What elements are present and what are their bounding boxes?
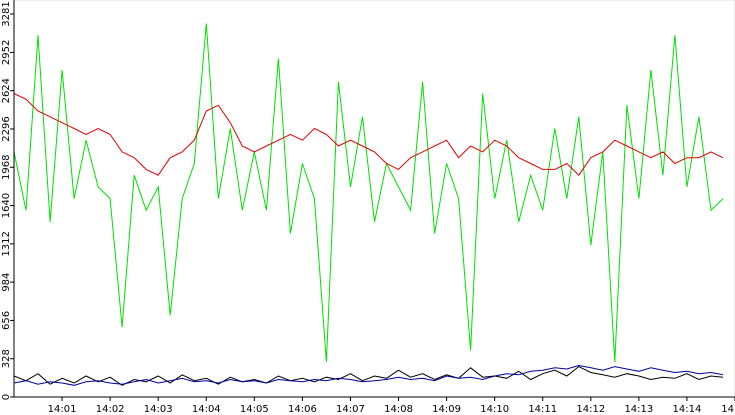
y-tick-label: 328 — [1, 349, 12, 368]
x-tick-label: 14:11 — [528, 404, 557, 415]
series-line — [13, 23, 724, 363]
x-tick-label: 14 — [721, 404, 734, 415]
x-tick-label: 14:14 — [673, 404, 702, 415]
y-tick-label: 3281 — [1, 1, 12, 26]
y-tick-label: 656 — [1, 311, 12, 330]
y-tick-label: 1968 — [1, 155, 12, 180]
x-tick-label: 14:05 — [240, 404, 269, 415]
y-tick-label: 2952 — [1, 40, 12, 65]
x-tick-label: 14:07 — [336, 404, 365, 415]
x-tick-label: 14:09 — [432, 404, 461, 415]
x-tick-label: 14:13 — [624, 404, 653, 415]
x-tick-label: 14:12 — [576, 404, 605, 415]
x-tick-label: 14:01 — [48, 404, 77, 415]
y-tick-label: 984 — [1, 273, 12, 292]
y-tick-label: 2296 — [1, 116, 12, 141]
x-tick-label: 14:10 — [480, 404, 509, 415]
series-line — [13, 366, 724, 386]
x-tick-label: 14:06 — [288, 404, 317, 415]
plot-area — [13, 0, 735, 398]
y-tick-label: 0 — [1, 394, 12, 400]
y-tick-label: 1640 — [1, 193, 12, 218]
x-tick-label: 14:04 — [192, 404, 221, 415]
x-tick-label: 14:02 — [96, 404, 125, 415]
y-tick-label: 1312 — [1, 231, 12, 256]
series-line — [13, 364, 724, 386]
x-tick-label: 14:08 — [384, 404, 413, 415]
y-tick-label: 2624 — [1, 78, 12, 103]
x-tick-label: 14:03 — [144, 404, 173, 415]
series-line — [13, 93, 724, 176]
